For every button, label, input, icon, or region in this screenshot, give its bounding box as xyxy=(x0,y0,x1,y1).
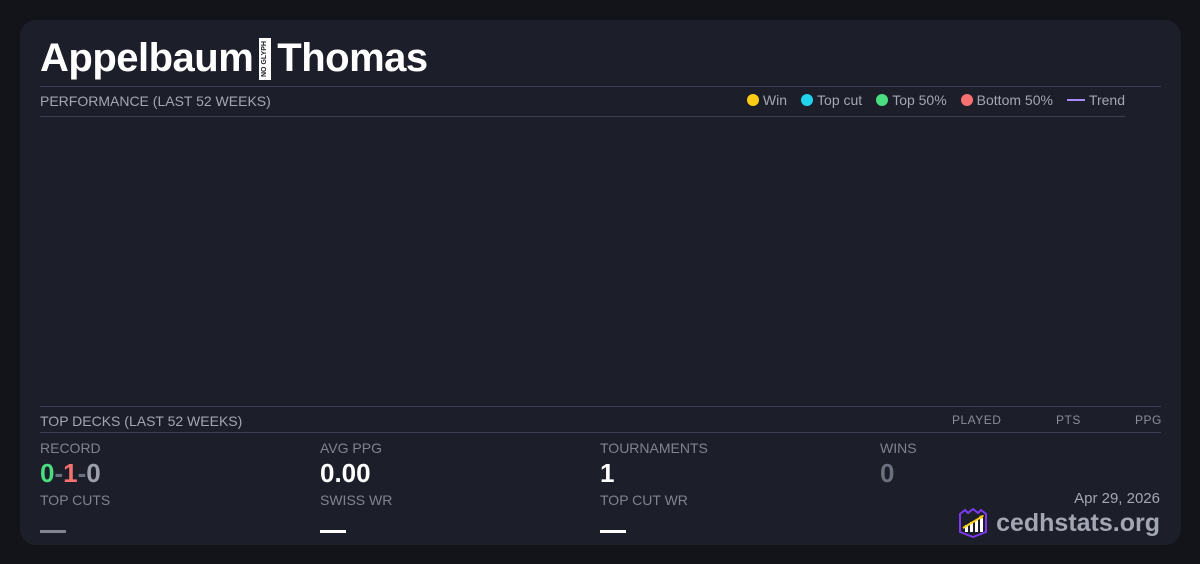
legend-bottom-50: Bottom 50% xyxy=(960,92,1053,108)
player-name: Appelbaum NO GLYPH Thomas xyxy=(40,36,428,81)
brand-name: cedhstats.org xyxy=(996,508,1160,537)
chart-legend: Win Top cut Top 50% Bottom 50% Trend xyxy=(746,92,1125,108)
legend-label: Trend xyxy=(1088,92,1125,108)
performance-title: PERFORMANCE (LAST 52 WEEKS) xyxy=(40,93,271,109)
missing-glyph-icon: NO GLYPH xyxy=(259,37,272,80)
divider xyxy=(40,116,1125,117)
top-cut-wr-empty-dash xyxy=(600,530,626,533)
stat-wins: WINS 0 xyxy=(880,440,917,489)
swiss-wr-empty-dash xyxy=(320,530,346,533)
legend-top-cut: Top cut xyxy=(801,92,862,108)
stat-swiss-wr: SWISS WR xyxy=(320,492,392,533)
stat-avg-ppg: AVG PPG 0.00 xyxy=(320,440,382,489)
record-value: 0-1-0 xyxy=(40,458,101,489)
top-cuts-label: TOP CUTS xyxy=(40,492,111,508)
last-name: Thomas xyxy=(277,36,428,80)
bottom-50-dot-icon xyxy=(960,94,973,106)
record-draws: 0 xyxy=(86,458,101,488)
trend-line-icon xyxy=(1066,99,1085,101)
legend-label: Top cut xyxy=(817,92,863,108)
col-ppg: PPG xyxy=(1135,413,1162,427)
avg-ppg-label: AVG PPG xyxy=(320,440,382,456)
legend-win: Win xyxy=(746,92,788,108)
divider xyxy=(40,432,1161,433)
performance-chart-area xyxy=(40,117,1125,405)
brand: cedhstats.org xyxy=(958,508,1160,538)
record-wins: 0 xyxy=(40,458,55,488)
tournaments-label: TOURNAMENTS xyxy=(600,440,708,456)
wins-label: WINS xyxy=(880,440,917,456)
date: Apr 29, 2026 xyxy=(1074,490,1160,507)
col-played: PLAYED xyxy=(952,413,1002,427)
top-cut-dot-icon xyxy=(801,94,814,106)
stat-record: RECORD 0-1-0 xyxy=(40,440,101,489)
avg-ppg-value: 0.00 xyxy=(320,458,371,488)
legend-label: Bottom 50% xyxy=(976,92,1053,108)
swiss-wr-label: SWISS WR xyxy=(320,492,393,508)
stat-tournaments: TOURNAMENTS 1 xyxy=(600,440,708,489)
record-losses: 1 xyxy=(63,458,78,488)
stat-top-cuts: TOP CUTS xyxy=(40,492,110,533)
record-sep: - xyxy=(77,458,87,488)
top-cuts-empty-dash xyxy=(40,530,66,533)
stat-top-cut-wr: TOP CUT WR xyxy=(600,492,688,533)
legend-top-50: Top 50% xyxy=(876,92,947,108)
legend-trend: Trend xyxy=(1066,92,1125,108)
wins-value: 0 xyxy=(880,458,895,488)
player-card: Appelbaum NO GLYPH Thomas PERFORMANCE (L… xyxy=(20,20,1181,545)
top-cut-wr-label: TOP CUT WR xyxy=(600,492,688,508)
tournaments-value: 1 xyxy=(600,458,615,488)
top-decks-title: TOP DECKS (LAST 52 WEEKS) xyxy=(40,413,243,429)
record-sep: - xyxy=(54,458,64,488)
cedhstats-logo-icon xyxy=(959,508,988,538)
legend-label: Win xyxy=(762,92,788,108)
first-name: Appelbaum xyxy=(40,36,254,80)
record-label: RECORD xyxy=(40,440,101,456)
divider xyxy=(40,86,1161,87)
col-pts: PTS xyxy=(1056,413,1081,427)
legend-label: Top 50% xyxy=(892,92,947,108)
divider xyxy=(40,406,1161,407)
win-dot-icon xyxy=(746,94,759,106)
top-50-dot-icon xyxy=(876,94,889,106)
